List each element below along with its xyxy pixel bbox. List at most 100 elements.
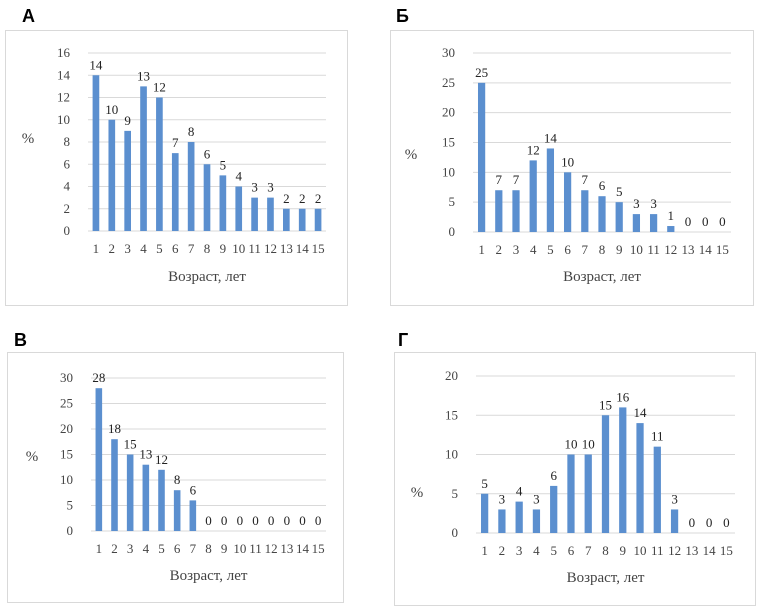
- bar: [173, 490, 181, 531]
- x-tick-label: 2: [111, 541, 118, 556]
- data-label: 12: [527, 142, 540, 157]
- x-tick-label: 13: [685, 543, 698, 558]
- chart-b: 0 5 10 15 20 25 30 25 1 7 2 7 3 12 4 14 5 10 6 7 7 6 8 5 9 3 10 3 11…: [390, 30, 754, 306]
- x-tick-label: 12: [664, 242, 677, 257]
- y-axis-title: %: [405, 147, 418, 163]
- y-tick-label: 0: [449, 224, 456, 239]
- y-tick-label: 10: [57, 112, 70, 127]
- data-label: 5: [481, 476, 488, 491]
- bar: [111, 439, 118, 531]
- x-tick-label: 6: [172, 241, 179, 256]
- data-label: 2: [299, 191, 306, 206]
- data-label: 0: [268, 513, 275, 528]
- bar: [567, 454, 575, 533]
- x-tick-label: 6: [564, 242, 571, 257]
- data-label: 12: [155, 452, 168, 467]
- x-tick-label: 14: [699, 242, 713, 257]
- y-tick-label: 25: [442, 75, 455, 90]
- data-label: 0: [252, 513, 259, 528]
- bar: [615, 202, 623, 232]
- y-tick-label: 15: [60, 447, 73, 462]
- x-tick-label: 15: [312, 541, 325, 556]
- bar: [140, 86, 147, 231]
- x-tick-label: 2: [496, 242, 503, 257]
- data-label: 16: [616, 389, 630, 404]
- x-tick-label: 15: [716, 242, 729, 257]
- data-label: 3: [533, 491, 540, 506]
- x-tick-label: 12: [668, 543, 681, 558]
- data-label: 12: [153, 80, 166, 95]
- bar: [667, 226, 675, 232]
- x-tick-label: 5: [158, 541, 165, 556]
- x-tick-label: 1: [481, 543, 488, 558]
- data-label: 4: [516, 484, 523, 499]
- chart-a: 0 2 4 6 8 10 12 14 16 14 1 10 2 9 3 13 4 12 5 7 6 8 7 6 8 5 9 4 10 3 1…: [5, 30, 348, 306]
- x-tick-label: 10: [232, 241, 245, 256]
- x-tick-label: 4: [140, 241, 147, 256]
- bar: [636, 423, 644, 533]
- bar: [283, 208, 290, 231]
- panel-label-a: А: [22, 6, 35, 26]
- data-label: 3: [650, 196, 657, 211]
- x-tick-label: 8: [602, 543, 609, 558]
- y-tick-label: 15: [445, 407, 458, 422]
- y-tick-label: 0: [64, 223, 71, 238]
- y-tick-label: 25: [60, 396, 73, 411]
- y-tick-label: 10: [445, 447, 458, 462]
- bar: [498, 509, 506, 533]
- x-tick-label: 4: [143, 541, 150, 556]
- bar: [235, 186, 243, 231]
- y-tick-label: 0: [452, 525, 459, 540]
- x-tick-label: 8: [599, 242, 606, 257]
- bar: [251, 197, 258, 231]
- x-tick-label: 4: [533, 543, 540, 558]
- x-tick-label: 10: [630, 242, 643, 257]
- x-tick-label: 11: [248, 241, 261, 256]
- data-label: 10: [582, 437, 595, 452]
- bar: [550, 485, 558, 533]
- y-tick-label: 20: [442, 105, 455, 120]
- data-label: 6: [204, 146, 211, 161]
- panel-label-v: В: [14, 330, 27, 350]
- data-label: 4: [235, 169, 242, 184]
- data-label: 0: [315, 513, 322, 528]
- chart-g: 0 5 10 15 20 5 1 3 2 4 3 3 4 6 5 10 6 10 7 15 8 16 9 14 10 11 11 3 1…: [394, 352, 756, 606]
- x-tick-label: 6: [174, 541, 181, 556]
- data-label: 6: [190, 482, 197, 497]
- data-label: 18: [108, 421, 121, 436]
- x-tick-label: 3: [127, 541, 134, 556]
- x-tick-label: 7: [190, 541, 197, 556]
- chart-svg: 0510152025302517273124145106776859310311…: [405, 45, 731, 285]
- bar: [142, 464, 150, 531]
- x-tick-label: 7: [188, 241, 195, 256]
- data-label: 28: [92, 370, 105, 385]
- chart-v: 0 5 10 15 20 25 30 28 1 18 2 15 3 13 4 12 5 8 6 6 7 0 8 0 9 0 10 0 1…: [7, 352, 344, 603]
- data-label: 10: [105, 102, 118, 117]
- x-tick-label: 1: [96, 541, 103, 556]
- data-label: 7: [582, 172, 589, 187]
- data-label: 14: [544, 130, 558, 145]
- x-tick-label: 13: [280, 241, 293, 256]
- data-label: 0: [719, 214, 726, 229]
- data-label: 10: [561, 154, 574, 169]
- x-tick-label: 9: [221, 541, 228, 556]
- y-tick-label: 5: [452, 486, 459, 501]
- bar: [156, 97, 163, 231]
- data-label: 3: [499, 491, 506, 506]
- bar: [203, 164, 211, 231]
- data-label: 15: [599, 397, 612, 412]
- data-label: 13: [137, 68, 150, 83]
- panel-label-g: Г: [398, 330, 409, 350]
- data-label: 6: [599, 178, 606, 193]
- y-tick-label: 2: [64, 201, 71, 216]
- x-tick-label: 13: [682, 242, 695, 257]
- data-label: 3: [633, 196, 640, 211]
- data-label: 3: [267, 180, 274, 195]
- bar: [598, 196, 606, 232]
- data-label: 5: [220, 157, 227, 172]
- bar: [563, 172, 572, 232]
- bar: [632, 214, 641, 232]
- y-tick-label: 6: [64, 156, 71, 171]
- bar: [95, 388, 103, 531]
- data-label: 0: [689, 515, 696, 530]
